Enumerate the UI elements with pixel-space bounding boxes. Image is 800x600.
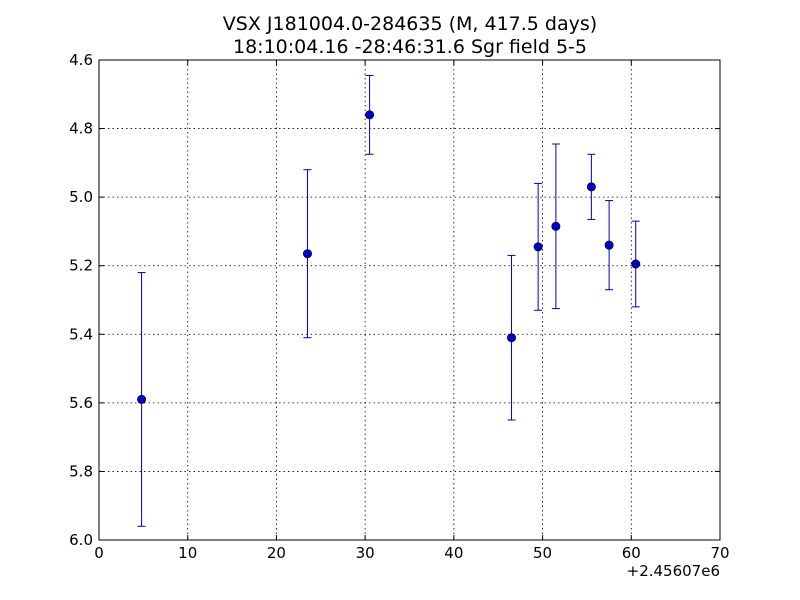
data-point <box>137 394 147 404</box>
x-tick-label: 30 <box>356 544 375 562</box>
x-tick-label: 60 <box>622 544 641 562</box>
tick-layer: 0 10 20 30 40 50 60 70 4.6 4.8 5.0 5.2 5.4 5.6 5.8 6.0 <box>69 51 729 562</box>
y-tick-label: 5.2 <box>69 257 93 275</box>
data-point <box>631 259 641 269</box>
x-tick-label: 10 <box>178 544 197 562</box>
y-tick-label: 5.0 <box>69 188 93 206</box>
y-tick-label: 5.6 <box>69 394 93 412</box>
chart-subtitle: 18:10:04.16 -28:46:31.6 Sgr field 5-5 <box>233 36 587 58</box>
data-point <box>533 242 543 252</box>
chart-title: VSX J181004.0-284635 (M, 417.5 days) <box>223 13 597 35</box>
data-point <box>586 182 596 192</box>
x-tick-label: 70 <box>710 544 729 562</box>
y-tick-label: 6.0 <box>69 531 93 549</box>
data-layer <box>137 74 641 527</box>
data-point <box>604 240 614 250</box>
plot-frame <box>98 59 721 541</box>
data-point <box>302 249 312 259</box>
y-tick-label: 5.4 <box>69 325 93 343</box>
y-tick-label: 4.8 <box>69 120 93 138</box>
grid-layer <box>99 60 720 540</box>
x-tick-label: 40 <box>444 544 463 562</box>
y-tick-label: 5.8 <box>69 462 93 480</box>
x-tick-label: 50 <box>533 544 552 562</box>
x-offset-label: +2.45607e6 <box>627 562 720 580</box>
y-tick-label: 4.6 <box>69 51 93 69</box>
x-tick-label: 0 <box>94 544 104 562</box>
x-tick-label: 20 <box>267 544 286 562</box>
data-point <box>365 110 375 120</box>
data-point <box>507 333 517 343</box>
data-point <box>551 221 561 231</box>
